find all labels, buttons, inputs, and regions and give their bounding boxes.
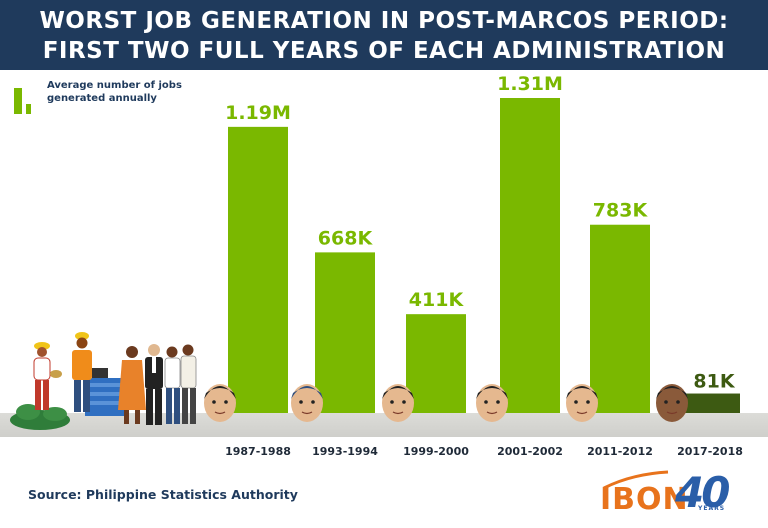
x-tick-label: 1993-1994 [312,445,378,458]
x-tick-label: 2017-2018 [677,445,743,458]
x-tick-label: 2011-2012 [587,445,653,458]
x-tick-label: 1999-2000 [403,445,469,458]
ibon-logo: IBON [600,482,689,517]
faces-group [204,384,688,422]
bar-2001-2002 [500,98,560,413]
construction-worker-icon [72,332,108,412]
x-tick-labels-group: 1987-1988 1993-1994 1999-2000 2001-2002 2011… [225,445,743,458]
bar-value-label: 411K [409,289,465,311]
office-worker-woman-icon [118,346,146,424]
header-banner: WORST JOB GENERATION IN POST-MARCOS PERI… [0,0,768,70]
anniversary-logo: 40 [675,468,730,517]
bar-1999-2000 [406,314,466,413]
x-tick-label: 2001-2002 [497,445,563,458]
bars-group [228,98,740,413]
portrait-face-icon [204,384,236,422]
portrait-face-icon [382,384,414,422]
bar-2011-2012 [590,224,650,413]
bar-value-label: 668K [318,227,374,249]
legend-label: Average number of jobs generated annuall… [47,80,182,104]
bar-chart: 1.19M 668K 411K 1.31M 783K 81K 1987-1988 1993-… [10,73,743,458]
bar-chart-icon [14,88,31,114]
bar-1993-1994 [315,252,375,413]
plant-icon [10,404,70,430]
ibon-logo-roof-icon [603,470,669,490]
chart-title-line-2: FIRST TWO FULL YEARS OF EACH ADMINISTRAT… [42,38,726,64]
portrait-face-icon [566,384,598,422]
x-tick-label: 1987-1988 [225,445,291,458]
farmer-figure-icon [33,342,62,410]
portrait-face-icon [656,384,688,422]
source-note: Source: Philippine Statistics Authority [28,487,298,502]
portrait-face-icon [476,384,508,422]
bar-value-label: 81K [693,371,735,393]
workers-illustration [10,332,197,430]
chart-title-line-1: WORST JOB GENERATION IN POST-MARCOS PERI… [39,8,729,34]
bar-1987-1988 [228,126,288,413]
businessman-icon [145,344,163,425]
anniversary-logo-subtext: YEARS [698,505,726,512]
worker-figures-icon [164,344,197,424]
bar-2017-2018 [680,393,740,413]
bar-value-label: 1.31M [497,73,563,95]
bar-value-label: 783K [593,200,649,222]
bar-value-label: 1.19M [225,102,291,124]
value-labels-group: 1.19M 668K 411K 1.31M 783K 81K [225,73,736,393]
legend: Average number of jobs generated annuall… [14,80,184,120]
portrait-face-icon [291,384,323,422]
